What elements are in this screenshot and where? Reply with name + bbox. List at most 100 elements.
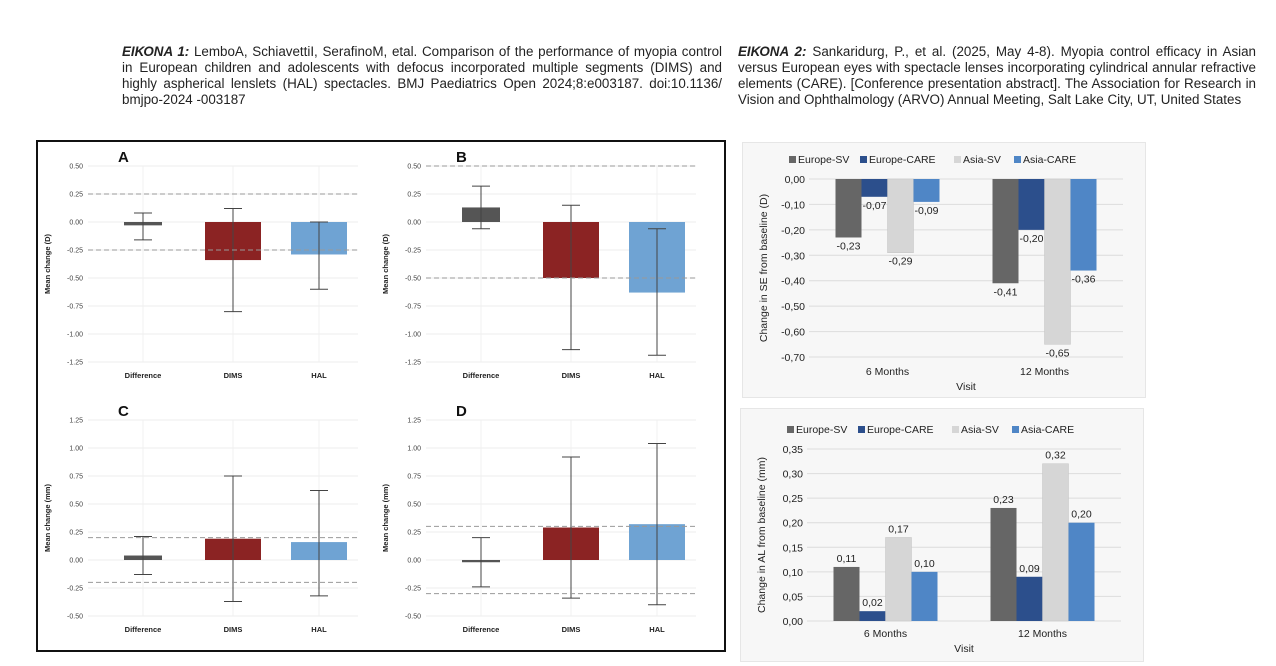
se-y-axis-label: Change in SE from baseline (D): [758, 194, 770, 342]
x-tick-label: Difference: [125, 625, 162, 634]
y-axis-label: Mean change (mm): [381, 484, 390, 552]
panel-letter: D: [456, 403, 467, 420]
al-y-tick-label: 0,05: [783, 591, 804, 603]
se-y-tick-label: -0,20: [781, 225, 805, 237]
al-data-label: 0,11: [837, 553, 857, 565]
se-bar: [992, 179, 1019, 284]
se-legend-label: Europe-CARE: [869, 154, 936, 166]
x-tick-label: Difference: [463, 625, 500, 634]
se-y-tick-label: 0,00: [785, 174, 806, 186]
al-chart: Europe-SV Europe-CARE Asia-SV Asia-CARE 0,35…: [740, 408, 1144, 662]
se-data-label: -0,36: [1072, 274, 1096, 286]
al-y-tick-label: 0,00: [783, 616, 804, 628]
se-chart-svg: Europe-SV Europe-CARE Asia-SV Asia-CARE 0,00…: [758, 154, 1123, 393]
figure-1-citation: LemboA, SchiavettiI, SerafinoM, etal. Co…: [122, 44, 722, 107]
y-tick-label: 1.25: [69, 418, 83, 425]
al-x-axis-label: Visit: [954, 643, 974, 655]
y-tick-label: -0.25: [67, 586, 83, 593]
y-tick-label: 0.75: [69, 474, 83, 481]
y-tick-label: -0.75: [405, 304, 421, 311]
se-legend-label: Europe-SV: [798, 154, 849, 166]
se-bar: [913, 179, 940, 202]
y-tick-label: -0.50: [67, 276, 83, 283]
al-bar: [990, 507, 1017, 621]
al-bar: [859, 611, 886, 621]
se-y-tick-label: -0,30: [781, 250, 805, 262]
y-tick-label: -1.25: [405, 360, 421, 367]
al-legend-label: Asia-CARE: [1021, 424, 1074, 436]
al-legend-swatch: [787, 426, 794, 433]
al-y-tick-label: 0,15: [783, 542, 804, 554]
al-x-tick-label: 12 Months: [1018, 628, 1067, 640]
al-data-label: 0,20: [1071, 509, 1092, 521]
y-tick-label: 0.00: [69, 558, 83, 565]
panel-d: 1.25 1.00 0.75 0.50 0.25 0.00 -0.25 -0.50 D Mean …: [381, 403, 696, 634]
al-bar: [833, 566, 860, 621]
se-x-tick-label: 6 Months: [866, 366, 909, 378]
y-tick-label: 1.00: [69, 446, 83, 453]
al-chart-svg: Europe-SV Europe-CARE Asia-SV Asia-CARE 0,35…: [756, 424, 1121, 655]
y-tick-label: -1.25: [67, 360, 83, 367]
se-data-label: -0,09: [915, 205, 939, 217]
figure-1-charts: 0.50 0.25 0.00 -0.25 -0.50 -0.75 -1.00 -1.25 A Me…: [43, 149, 696, 634]
y-tick-label: -0.75: [67, 304, 83, 311]
y-tick-label: 0.50: [69, 502, 83, 509]
se-bar: [1018, 179, 1045, 230]
x-tick-label: DIMS: [224, 625, 243, 634]
y-tick-label: 0.50: [407, 502, 421, 509]
se-data-label: -0,23: [837, 240, 861, 252]
y-tick-label: -0.25: [405, 248, 421, 255]
y-tick-label: 0.25: [407, 192, 421, 199]
x-tick-label: DIMS: [562, 371, 581, 380]
x-tick-label: HAL: [311, 371, 327, 380]
se-legend-swatch: [1014, 156, 1021, 163]
y-tick-label: -0.50: [405, 614, 421, 621]
y-tick-label: 0.25: [69, 530, 83, 537]
al-data-label: 0,17: [888, 523, 909, 535]
x-tick-label: Difference: [463, 371, 500, 380]
se-legend-swatch: [954, 156, 961, 163]
al-y-axis-label: Change in AL from baseline (mm): [756, 457, 768, 613]
se-chart: Europe-SV Europe-CARE Asia-SV Asia-CARE 0,00…: [742, 142, 1146, 398]
al-data-label: 0,02: [862, 597, 883, 609]
al-y-tick-label: 0,25: [783, 493, 804, 505]
al-legend-label: Europe-SV: [796, 424, 847, 436]
y-tick-label: 0.00: [407, 220, 421, 227]
al-bar: [885, 537, 912, 622]
y-tick-label: 0.50: [69, 164, 83, 171]
al-bar: [911, 571, 938, 621]
se-x-tick-label: 12 Months: [1020, 366, 1069, 378]
x-tick-label: DIMS: [224, 371, 243, 380]
panel-letter: C: [118, 403, 129, 420]
y-tick-label: 0.25: [69, 192, 83, 199]
figure-1-caption: ΕΙΚΟΝΑ 1: LemboA, SchiavettiI, SerafinoM…: [122, 44, 722, 108]
se-y-tick-label: -0,10: [781, 199, 805, 211]
se-bar: [887, 178, 914, 253]
se-y-tick-label: -0,50: [781, 301, 805, 313]
x-tick-label: HAL: [649, 371, 665, 380]
al-legend-label: Europe-CARE: [867, 424, 934, 436]
y-axis-label: Mean change (mm): [43, 484, 52, 552]
al-y-tick-label: 0,35: [783, 444, 804, 456]
y-tick-label: -1.00: [67, 332, 83, 339]
se-legend-label: Asia-CARE: [1023, 154, 1076, 166]
se-legend-swatch: [789, 156, 796, 163]
y-tick-label: -0.50: [405, 276, 421, 283]
se-x-axis-label: Visit: [956, 381, 976, 393]
y-tick-label: -0.25: [67, 248, 83, 255]
figure-1-panel: 0.50 0.25 0.00 -0.25 -0.50 -0.75 -1.00 -1.25 A Me…: [36, 140, 726, 652]
panel-letter: A: [118, 149, 129, 166]
x-tick-label: Difference: [125, 371, 162, 380]
al-data-label: 0,10: [914, 558, 935, 570]
se-data-label: -0,20: [1020, 233, 1044, 245]
se-data-label: -0,07: [863, 200, 887, 212]
y-axis-label: Mean change (D): [381, 233, 390, 294]
y-tick-label: -1.00: [405, 332, 421, 339]
se-y-tick-label: -0,60: [781, 327, 805, 339]
al-legend-swatch: [952, 426, 959, 433]
y-tick-label: 0.00: [407, 558, 421, 565]
y-tick-label: -0.50: [67, 614, 83, 621]
se-data-label: -0,41: [994, 286, 1018, 298]
al-data-label: 0,32: [1045, 450, 1066, 462]
y-axis-label: Mean change (D): [43, 233, 52, 294]
